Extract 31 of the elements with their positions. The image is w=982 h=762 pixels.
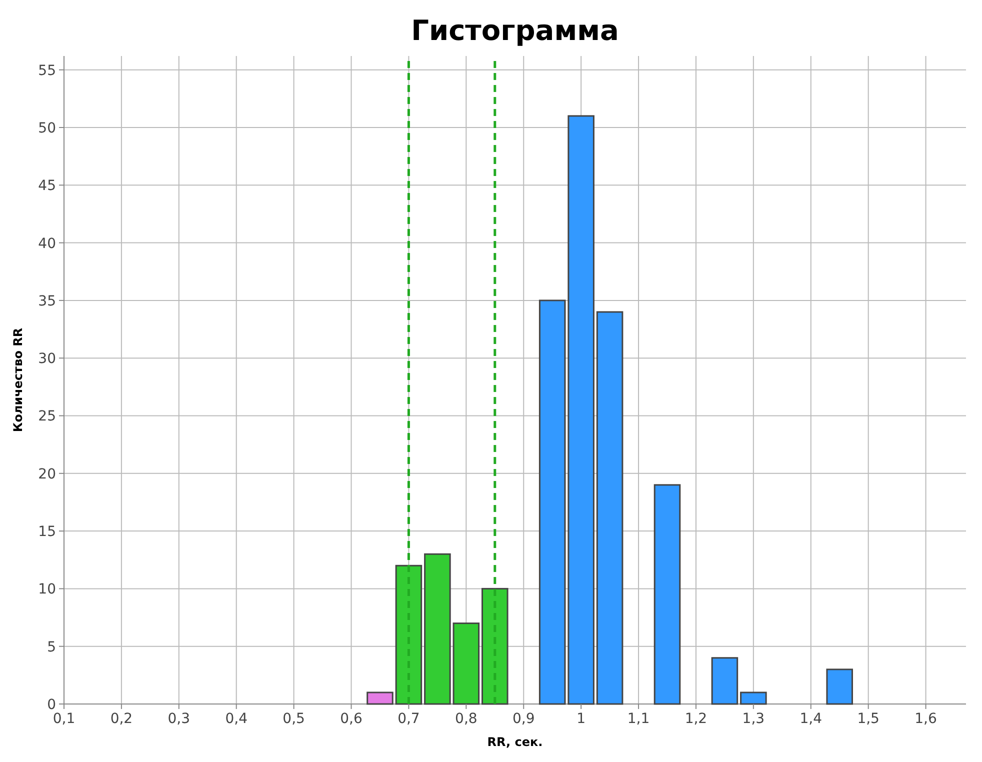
y-tick-label: 20 [38,466,56,482]
y-tick-label: 5 [47,639,56,656]
y-tick-label: 10 [38,582,56,598]
x-tick-label: 1,6 [914,711,938,727]
y-tick-label: 45 [38,178,56,194]
chart-title: Гистограмма [411,14,619,47]
y-tick-label: 35 [38,293,56,310]
x-tick-label: 0,5 [282,711,305,727]
y-tick-label: 0 [47,697,56,713]
x-tick-label: 1,2 [684,711,708,727]
x-tick-label: 0,2 [110,711,133,727]
x-tick-label: 0,6 [340,711,362,727]
x-tick-label: 1,3 [742,711,765,727]
x-axis-title: RR, сек. [487,735,543,749]
x-tick-label: 1,4 [800,711,822,727]
x-tick-label: 0,7 [398,711,420,727]
y-tick-label: 30 [38,351,56,368]
x-tick-label: 0,8 [455,711,478,727]
y-tick-label: 15 [38,524,56,540]
x-tick-label: 0,4 [225,711,248,727]
x-tick-label: 1 [576,711,586,727]
y-tick-label: 50 [38,120,56,136]
x-tick-label: 0,1 [52,711,76,727]
x-tick-label: 0,3 [168,711,190,727]
y-tick-label: 25 [38,408,56,425]
y-axis-title: Количество RR [11,328,25,432]
y-tick-label: 55 [38,62,56,79]
y-tick-label: 40 [38,236,56,252]
x-tick-label: 1,1 [627,711,650,727]
x-tick-label: 0,9 [512,711,535,727]
x-tick-label: 1,5 [857,711,880,727]
